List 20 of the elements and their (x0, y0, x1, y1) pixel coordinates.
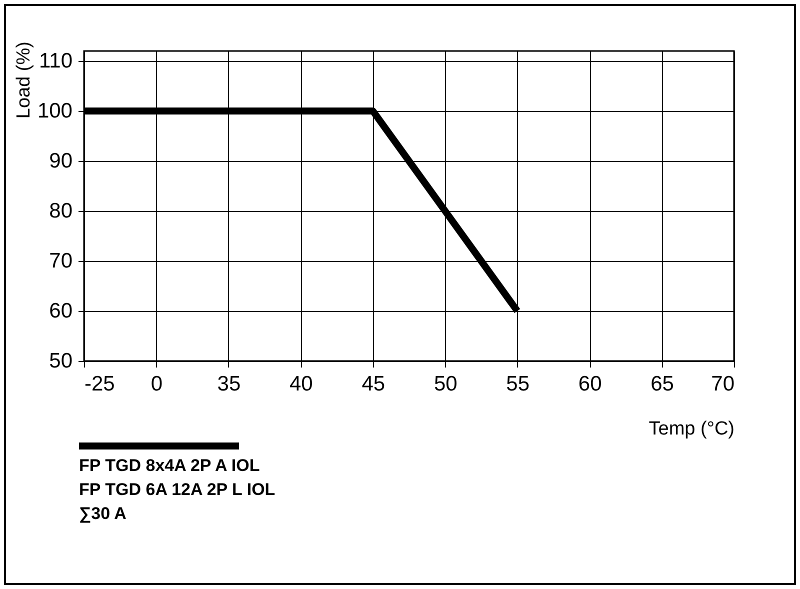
y-tick-label: 80 (49, 200, 72, 222)
y-tick-label: 110 (39, 50, 72, 72)
y-tick-label: 90 (49, 150, 72, 172)
x-tick-label: 60 (578, 372, 602, 396)
x-tick-label: -25 (84, 372, 115, 396)
x-tick-label: 65 (650, 372, 674, 396)
x-tick-label: 45 (362, 372, 386, 396)
text: FP TGD 8x4A 2P A IOL FP TGD 6A 12A 2P L IOL ∑30 A (79, 456, 276, 523)
y-tick-label: 60 (49, 300, 72, 322)
x-axis-title: Temp (°C) (648, 418, 734, 440)
x-tick-label: 50 (434, 372, 458, 396)
y-tick-label: 100 (37, 100, 72, 122)
y-tick-label: 70 (49, 250, 72, 272)
x-tick-label: 0 (150, 372, 163, 396)
x-tick-label: 55 (506, 372, 530, 396)
x-tick-label: 35 (217, 372, 241, 396)
y-axis-title: Load (%) (13, 42, 34, 119)
x-tick-label: 40 (289, 372, 313, 396)
y-tick-label: 50 (49, 350, 72, 372)
x-tick-label: 70 (711, 372, 734, 396)
